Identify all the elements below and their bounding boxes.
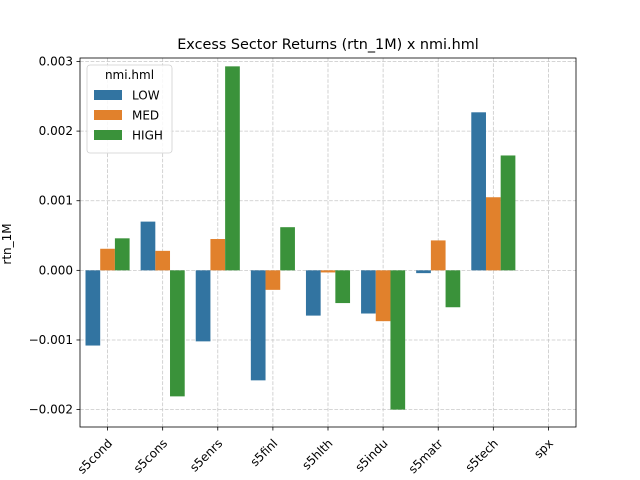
y-tick-label: 0.001 <box>39 194 73 208</box>
bar-med-s5enrs <box>210 239 226 271</box>
y-axis-ticks: −0.002 −0.001 0.000 0.001 0.002 0.003 <box>29 54 80 417</box>
y-tick-label: 0.000 <box>39 263 73 277</box>
bar-low-s5finl <box>250 270 266 381</box>
chart-title: Excess Sector Returns (rtn_1M) x nmi.hml <box>177 37 479 53</box>
x-tick-label: s5enrs <box>187 436 225 474</box>
legend: nmi.hml LOW MED HIGH <box>86 64 173 154</box>
bar-high-s5hlth <box>335 270 351 304</box>
legend-label-high: HIGH <box>132 129 163 143</box>
y-tick-label: 0.002 <box>39 124 73 138</box>
legend-label-med: MED <box>132 109 159 123</box>
bar-high-s5indu <box>390 270 406 410</box>
x-tick-label: s5matr <box>406 436 446 476</box>
legend-swatch-med <box>94 110 122 120</box>
bar-low-s5cons <box>140 221 156 271</box>
x-tick-label: spx <box>531 436 556 461</box>
legend-title: nmi.hml <box>105 68 154 82</box>
legend-swatch-high <box>94 130 122 140</box>
bar-med-s5tech <box>485 197 501 271</box>
bar-med-s5indu <box>375 270 391 322</box>
bar-low-s5cond <box>85 270 101 346</box>
bar-high-s5cond <box>114 238 130 271</box>
bar-high-s5enrs <box>225 66 240 271</box>
x-tick-label: s5finl <box>248 436 281 469</box>
y-tick-label: −0.001 <box>29 333 73 347</box>
y-tick-label: 0.003 <box>39 54 73 68</box>
bar-high-s5cons <box>170 270 185 397</box>
bar-med-s5matr <box>430 240 446 271</box>
bar-high-s5matr <box>445 270 461 308</box>
bar-low-s5enrs <box>195 270 211 342</box>
legend-label-low: LOW <box>132 89 160 103</box>
bar-low-s5tech <box>471 112 486 271</box>
y-axis-label: rtn_1M <box>0 223 14 264</box>
x-tick-label: s5indu <box>352 436 390 474</box>
bar-med-s5hlth <box>320 270 336 273</box>
bar-low-s5hlth <box>305 270 321 316</box>
bar-med-s5cond <box>100 248 115 271</box>
x-tick-label: s5tech <box>463 436 501 474</box>
bar-low-s5matr <box>416 270 431 274</box>
bar-med-s5cons <box>155 250 171 271</box>
legend-swatch-low <box>94 90 122 100</box>
x-axis-ticks: s5cond s5cons s5enrs s5finl s5hlth s5indu s5ma… <box>75 427 556 477</box>
bar-high-s5tech <box>500 155 516 271</box>
bar-low-s5indu <box>361 270 376 314</box>
bar-high-s5finl <box>280 227 295 271</box>
x-tick-label: s5cond <box>75 436 115 476</box>
x-tick-label: s5hlth <box>299 436 335 472</box>
bars <box>85 66 516 410</box>
bar-med-s5finl <box>265 270 281 290</box>
x-tick-label: s5cons <box>131 436 170 475</box>
y-tick-label: −0.002 <box>29 403 73 417</box>
